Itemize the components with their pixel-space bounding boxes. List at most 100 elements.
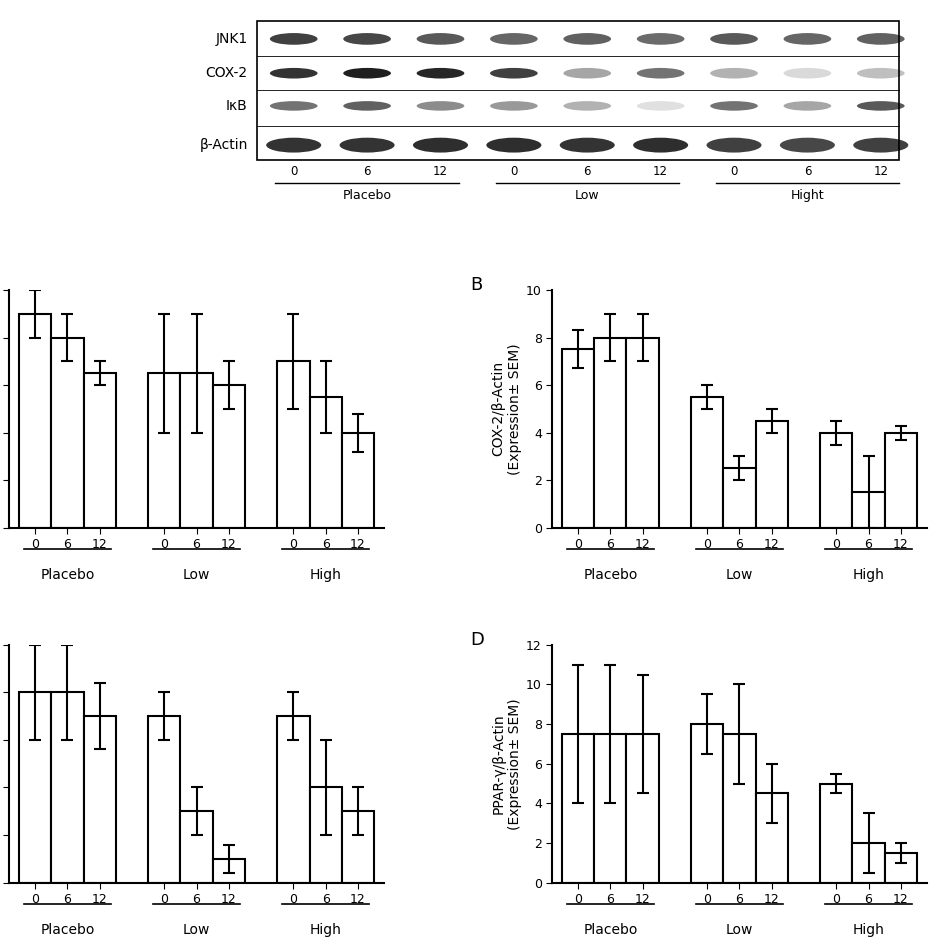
Bar xyxy=(853,493,885,528)
Bar xyxy=(885,853,917,883)
Text: Placebo: Placebo xyxy=(343,189,391,202)
Bar xyxy=(181,373,212,528)
Ellipse shape xyxy=(266,138,321,153)
Bar xyxy=(724,734,755,883)
Ellipse shape xyxy=(490,33,537,45)
Ellipse shape xyxy=(413,138,468,153)
Ellipse shape xyxy=(490,102,537,111)
Text: Placebo: Placebo xyxy=(40,568,95,582)
Ellipse shape xyxy=(563,68,611,79)
Bar xyxy=(83,373,116,528)
Ellipse shape xyxy=(270,33,317,45)
Y-axis label: PPAR-γ/β-Actin
(Expression± SEM): PPAR-γ/β-Actin (Expression± SEM) xyxy=(491,698,521,829)
Ellipse shape xyxy=(633,138,688,153)
Y-axis label: COX-2/β-Actin
(Expression± SEM): COX-2/β-Actin (Expression± SEM) xyxy=(491,344,521,474)
Text: B: B xyxy=(470,276,482,294)
Ellipse shape xyxy=(487,138,541,153)
Text: High: High xyxy=(310,923,342,937)
Bar xyxy=(820,433,853,528)
Bar xyxy=(277,362,310,528)
Bar xyxy=(148,716,181,883)
Bar xyxy=(181,811,212,883)
Ellipse shape xyxy=(780,138,835,153)
Bar xyxy=(51,693,83,883)
Text: Placebo: Placebo xyxy=(583,568,637,582)
Text: Placebo: Placebo xyxy=(40,923,95,937)
Text: β-Actin: β-Actin xyxy=(199,139,248,152)
Text: 0: 0 xyxy=(730,165,738,177)
Text: Placebo: Placebo xyxy=(583,923,637,937)
Text: 6: 6 xyxy=(363,165,371,177)
Bar xyxy=(212,385,245,528)
Bar xyxy=(342,811,374,883)
Bar xyxy=(310,397,342,528)
Bar xyxy=(51,338,83,528)
Text: 6: 6 xyxy=(804,165,812,177)
Text: High: High xyxy=(853,568,885,582)
Text: Hight: Hight xyxy=(791,189,825,202)
Text: D: D xyxy=(470,630,484,648)
Bar xyxy=(594,338,626,528)
Text: Low: Low xyxy=(725,923,753,937)
Ellipse shape xyxy=(490,68,537,79)
Bar xyxy=(310,788,342,883)
Ellipse shape xyxy=(344,102,391,111)
Ellipse shape xyxy=(636,102,684,111)
Bar xyxy=(212,859,245,883)
Bar xyxy=(724,468,755,528)
Ellipse shape xyxy=(417,33,464,45)
Ellipse shape xyxy=(560,138,615,153)
Ellipse shape xyxy=(417,68,464,79)
Ellipse shape xyxy=(340,138,395,153)
Ellipse shape xyxy=(344,33,391,45)
Bar xyxy=(626,338,659,528)
Text: 12: 12 xyxy=(433,165,448,177)
Bar xyxy=(562,734,594,883)
Bar xyxy=(691,724,724,883)
Bar xyxy=(562,349,594,528)
Ellipse shape xyxy=(783,68,831,79)
Ellipse shape xyxy=(857,68,904,79)
Text: High: High xyxy=(310,568,342,582)
Bar xyxy=(755,793,788,883)
Ellipse shape xyxy=(563,102,611,111)
Text: 6: 6 xyxy=(583,165,591,177)
Bar xyxy=(342,433,374,528)
Bar xyxy=(277,716,310,883)
Ellipse shape xyxy=(563,33,611,45)
Ellipse shape xyxy=(270,68,317,79)
Text: High: High xyxy=(853,923,885,937)
Ellipse shape xyxy=(270,102,317,111)
Bar xyxy=(257,21,899,159)
Ellipse shape xyxy=(344,68,391,79)
Text: 0: 0 xyxy=(290,165,298,177)
Text: IκB: IκB xyxy=(227,99,248,113)
Ellipse shape xyxy=(857,102,904,111)
Bar xyxy=(853,843,885,883)
Bar xyxy=(594,734,626,883)
Text: Low: Low xyxy=(183,923,211,937)
Text: Low: Low xyxy=(183,568,211,582)
Bar xyxy=(83,716,116,883)
Text: COX-2: COX-2 xyxy=(206,66,248,81)
Text: JNK1: JNK1 xyxy=(215,32,248,46)
Bar xyxy=(885,433,917,528)
Ellipse shape xyxy=(710,33,758,45)
Ellipse shape xyxy=(710,68,758,79)
Ellipse shape xyxy=(707,138,762,153)
Text: Low: Low xyxy=(725,568,753,582)
Ellipse shape xyxy=(710,102,758,111)
Text: Low: Low xyxy=(575,189,600,202)
Bar xyxy=(148,373,181,528)
Text: 12: 12 xyxy=(653,165,668,177)
Ellipse shape xyxy=(636,68,684,79)
Text: 0: 0 xyxy=(510,165,518,177)
Ellipse shape xyxy=(783,102,831,111)
Ellipse shape xyxy=(636,33,684,45)
Text: 12: 12 xyxy=(873,165,888,177)
Ellipse shape xyxy=(857,33,904,45)
Ellipse shape xyxy=(783,33,831,45)
Bar xyxy=(626,734,659,883)
Ellipse shape xyxy=(854,138,908,153)
Bar xyxy=(755,420,788,528)
